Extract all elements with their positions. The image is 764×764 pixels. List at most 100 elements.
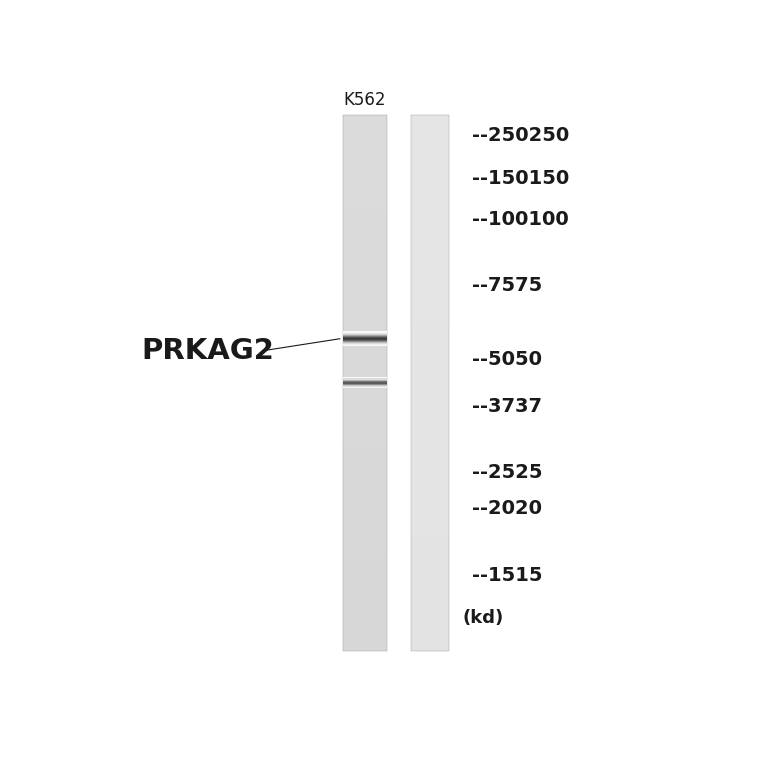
Bar xyxy=(343,241,387,244)
Bar xyxy=(343,124,387,126)
Bar xyxy=(343,605,387,607)
Bar xyxy=(411,577,449,579)
Bar xyxy=(343,172,387,174)
Bar xyxy=(411,398,449,401)
Bar xyxy=(343,613,387,615)
Bar xyxy=(411,243,449,245)
Bar xyxy=(411,264,449,267)
Bar xyxy=(343,455,387,458)
Bar xyxy=(411,450,449,452)
Bar xyxy=(411,570,449,572)
Bar xyxy=(343,251,387,253)
Bar xyxy=(411,648,449,650)
Bar xyxy=(343,199,387,201)
Bar xyxy=(411,462,449,465)
Bar xyxy=(343,566,387,568)
Bar xyxy=(343,202,387,205)
Bar xyxy=(411,465,449,467)
Bar xyxy=(343,600,387,602)
Bar xyxy=(343,477,387,479)
Bar xyxy=(411,236,449,238)
Bar xyxy=(411,338,449,340)
Bar xyxy=(411,536,449,538)
Bar xyxy=(411,323,449,325)
Bar xyxy=(411,204,449,206)
Bar xyxy=(343,375,387,377)
Text: PRKAG2: PRKAG2 xyxy=(141,336,274,364)
Bar xyxy=(411,423,449,426)
Bar xyxy=(411,136,449,138)
Bar xyxy=(411,477,449,479)
Bar xyxy=(411,251,449,253)
Bar xyxy=(343,152,387,154)
Bar xyxy=(411,393,449,395)
Bar xyxy=(411,167,449,169)
Bar xyxy=(343,189,387,192)
Bar xyxy=(343,231,387,233)
Bar xyxy=(343,629,387,631)
Bar xyxy=(411,503,449,506)
Bar xyxy=(411,211,449,213)
Bar xyxy=(411,231,449,233)
Bar xyxy=(343,495,387,497)
Text: K562: K562 xyxy=(344,92,386,109)
Bar xyxy=(411,534,449,536)
Bar xyxy=(411,302,449,304)
Bar xyxy=(343,129,387,131)
Bar xyxy=(343,643,387,645)
Bar xyxy=(343,131,387,133)
Bar xyxy=(343,598,387,601)
Bar xyxy=(343,280,387,283)
Bar xyxy=(411,422,449,424)
Bar xyxy=(343,322,387,324)
Text: --100100: --100100 xyxy=(472,210,569,229)
Bar xyxy=(343,534,387,536)
Bar xyxy=(411,120,449,122)
Bar xyxy=(411,148,449,151)
Bar xyxy=(343,646,387,649)
Bar xyxy=(343,115,387,650)
Bar xyxy=(343,243,387,245)
Bar xyxy=(343,550,387,552)
Bar xyxy=(411,195,449,197)
Bar xyxy=(343,227,387,229)
Bar xyxy=(343,409,387,412)
Bar xyxy=(411,533,449,535)
Bar xyxy=(343,457,387,460)
Bar xyxy=(411,645,449,647)
Bar xyxy=(343,206,387,208)
Bar xyxy=(411,584,449,586)
Bar xyxy=(343,634,387,636)
Bar xyxy=(343,175,387,178)
Bar xyxy=(411,115,449,117)
Bar xyxy=(411,220,449,222)
Bar xyxy=(343,121,387,124)
Bar xyxy=(411,331,449,333)
Bar xyxy=(411,191,449,194)
Bar xyxy=(411,559,449,562)
Bar xyxy=(411,371,449,374)
Bar xyxy=(343,425,387,428)
Bar xyxy=(343,248,387,251)
Bar xyxy=(343,254,387,256)
Bar xyxy=(411,361,449,363)
Bar xyxy=(343,218,387,221)
Bar xyxy=(343,465,387,467)
Bar xyxy=(343,418,387,420)
Bar xyxy=(343,578,387,581)
Bar xyxy=(411,184,449,186)
Bar xyxy=(343,559,387,562)
Bar xyxy=(411,613,449,615)
Bar xyxy=(343,327,387,329)
Bar xyxy=(343,193,387,196)
Bar xyxy=(343,220,387,222)
Bar xyxy=(411,479,449,481)
Bar xyxy=(343,318,387,320)
Bar xyxy=(343,145,387,147)
Bar xyxy=(411,589,449,591)
Bar xyxy=(343,336,387,338)
Bar xyxy=(411,486,449,488)
Text: --7575: --7575 xyxy=(472,277,542,296)
Bar xyxy=(343,240,387,242)
Bar xyxy=(411,623,449,626)
